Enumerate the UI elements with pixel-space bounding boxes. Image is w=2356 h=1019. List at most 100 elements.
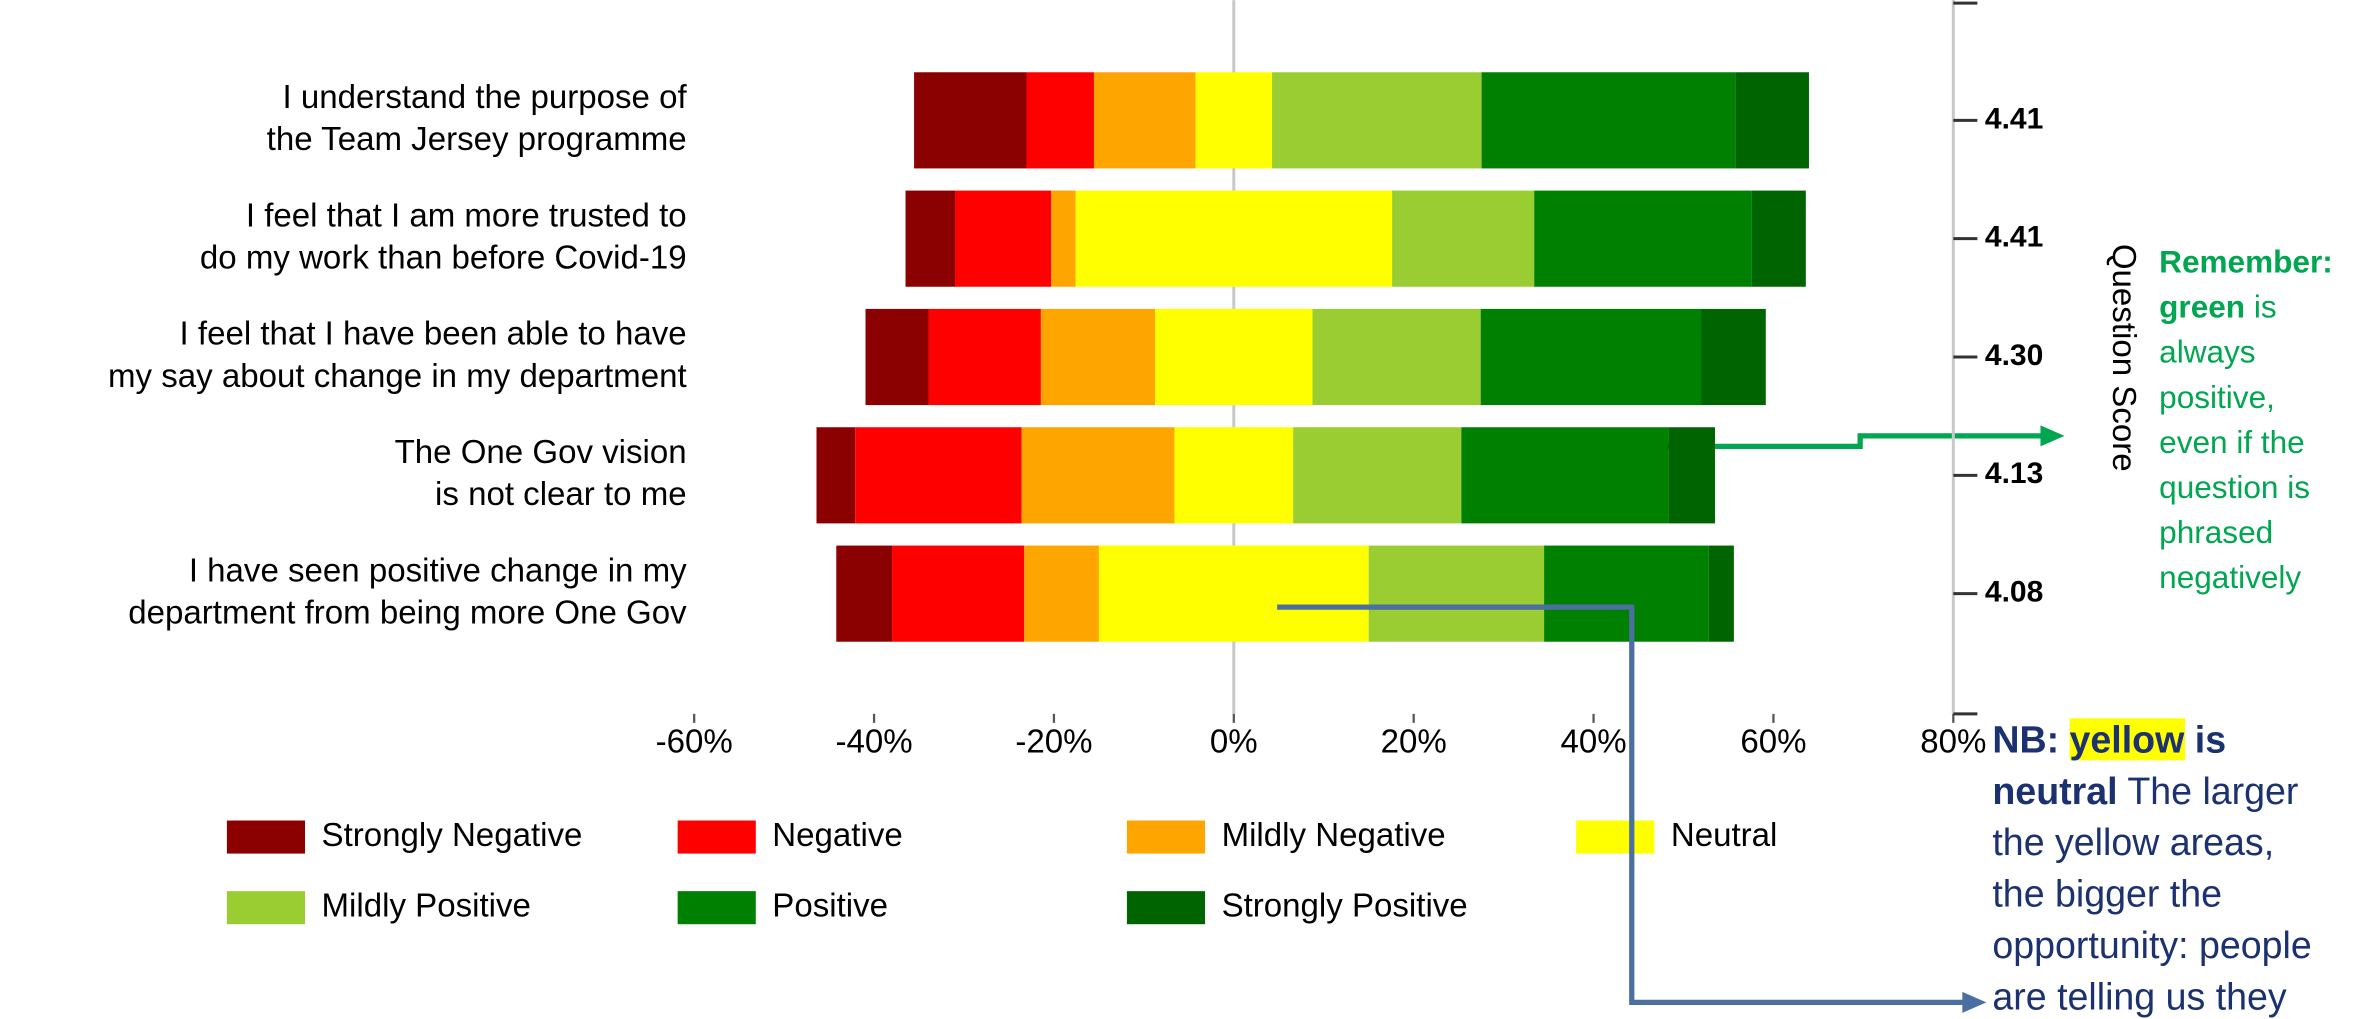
bar-segment <box>1480 308 1702 406</box>
category-label: do my work than before Covid-19 <box>200 239 687 276</box>
bar-segment <box>1195 72 1273 169</box>
x-tick-label: -40% <box>835 724 912 761</box>
x-tick-label: -60% <box>656 724 733 761</box>
category-label: I have seen positive change in my <box>189 552 687 589</box>
annotation-span: are telling us they <box>1992 975 2287 1017</box>
legend-label: Mildly Positive <box>322 887 531 924</box>
annotation-line: always <box>2159 334 2255 370</box>
bar-segment <box>816 427 856 524</box>
bar-segment <box>928 308 1041 406</box>
annotation-line: positive, <box>2159 379 2275 415</box>
category-label: I understand the purpose of <box>282 79 687 116</box>
bar-segment <box>1534 190 1752 287</box>
y2-tick-label: 4.08 <box>1985 576 2043 609</box>
annotation-span: the bigger the <box>1992 872 2222 914</box>
bar-segment <box>954 190 1052 287</box>
category-label: department from being more One Gov <box>128 594 687 631</box>
annotation-line: Remember: <box>2159 244 2333 280</box>
category-label: I feel that I am more trusted to <box>246 197 687 234</box>
legend-swatch <box>1126 820 1206 854</box>
legend-swatch <box>226 891 306 925</box>
annotation-span: even if the <box>2159 424 2305 460</box>
green-arrowhead <box>2040 425 2065 447</box>
x-tick-label: 80% <box>1920 724 1986 761</box>
annotation-span: The larger <box>2118 770 2299 812</box>
annotation-line: even if the <box>2159 424 2305 460</box>
annotation-span: negatively <box>2159 559 2301 595</box>
bar-segment <box>1075 190 1393 287</box>
y2-tick-label: 4.13 <box>1985 457 2043 490</box>
annotation-span: always <box>2159 334 2255 370</box>
x-tick-label: 40% <box>1560 724 1626 761</box>
annotation-highlight <box>2069 718 2186 761</box>
annotation-line: phrased <box>2159 514 2273 550</box>
annotation-line: question is <box>2159 469 2310 505</box>
bar-segment <box>892 545 1025 642</box>
x-tick-label: -20% <box>1015 724 1092 761</box>
bar-segment <box>1481 72 1736 169</box>
bar-segment <box>1026 72 1094 169</box>
bar-segment <box>1668 427 1715 524</box>
bar-segment <box>1293 427 1462 524</box>
bar-segment <box>1751 190 1806 287</box>
bar-segment <box>1544 545 1709 642</box>
bar-segment <box>1021 427 1175 524</box>
annotation-line: the bigger the <box>1992 872 2222 914</box>
bar-segment <box>1098 545 1369 642</box>
bar-segment <box>1392 190 1535 287</box>
annotation-span: yellow <box>2070 718 2186 760</box>
bar-segment <box>1312 308 1481 406</box>
bar-segment <box>1272 72 1482 169</box>
category-label: I feel that I have been able to have <box>180 316 687 353</box>
legend-label: Strongly Negative <box>322 817 583 854</box>
legend-label: Mildly Negative <box>1222 817 1446 854</box>
legend-label: Negative <box>772 817 902 854</box>
legend-label: Positive <box>772 887 888 924</box>
legend-label: Strongly Positive <box>1222 887 1468 924</box>
bar-segment <box>1051 190 1076 287</box>
annotation-span: positive, <box>2159 379 2275 415</box>
legend-swatch <box>1126 891 1206 925</box>
annotation-line: negatively <box>2159 559 2301 595</box>
annotation-line: opportunity: people <box>1992 924 2311 966</box>
annotation-line: NB: yellow is <box>1992 718 2226 760</box>
bar-segment <box>905 190 955 287</box>
category-label: my say about change in my department <box>108 358 687 395</box>
blue-arrow <box>1277 604 1966 1005</box>
category-label: the Team Jersey programme <box>267 121 687 158</box>
annotation-line: are telling us they <box>1992 975 2287 1017</box>
blue-arrowhead <box>1962 991 1987 1013</box>
category-label: The One Gov vision <box>395 434 687 471</box>
x-tick-label: 20% <box>1381 724 1447 761</box>
green-arrow <box>1657 433 2044 450</box>
bar-segment <box>1461 427 1669 524</box>
legend-swatch <box>1576 820 1655 854</box>
bar-segment <box>1040 308 1156 406</box>
bar-segment <box>914 72 1027 169</box>
annotation-span: is <box>2245 289 2277 325</box>
annotation-span: green <box>2159 289 2245 325</box>
annotation-line: green is <box>2159 289 2276 325</box>
bar-segment <box>836 545 893 642</box>
annotation-span: the yellow areas, <box>1992 821 2274 863</box>
legend-swatch <box>677 891 756 925</box>
x-tick-label: 0% <box>1210 724 1258 761</box>
bar-segment <box>1155 308 1313 406</box>
bar-segment <box>855 427 1022 524</box>
annotation-span: opportunity: people <box>1992 924 2311 966</box>
legend-swatch <box>677 820 756 854</box>
bar-segment <box>1024 545 1099 642</box>
category-label: is not clear to me <box>435 476 687 513</box>
bar-segment <box>1701 308 1766 406</box>
annotation-line: the yellow areas, <box>1992 821 2274 863</box>
bar-segment <box>1174 427 1294 524</box>
annotation-span: Remember: <box>2159 244 2333 280</box>
annotation-span: NB: <box>1992 718 2069 760</box>
y2-tick-label: 4.41 <box>1985 221 2043 254</box>
y2-tick-label: 4.41 <box>1985 102 2043 135</box>
y2-tick-label: 4.30 <box>1985 339 2043 372</box>
legend-label: Neutral <box>1671 817 1778 854</box>
bar-segment <box>1735 72 1809 169</box>
annotation-span: neutral <box>1992 770 2117 812</box>
